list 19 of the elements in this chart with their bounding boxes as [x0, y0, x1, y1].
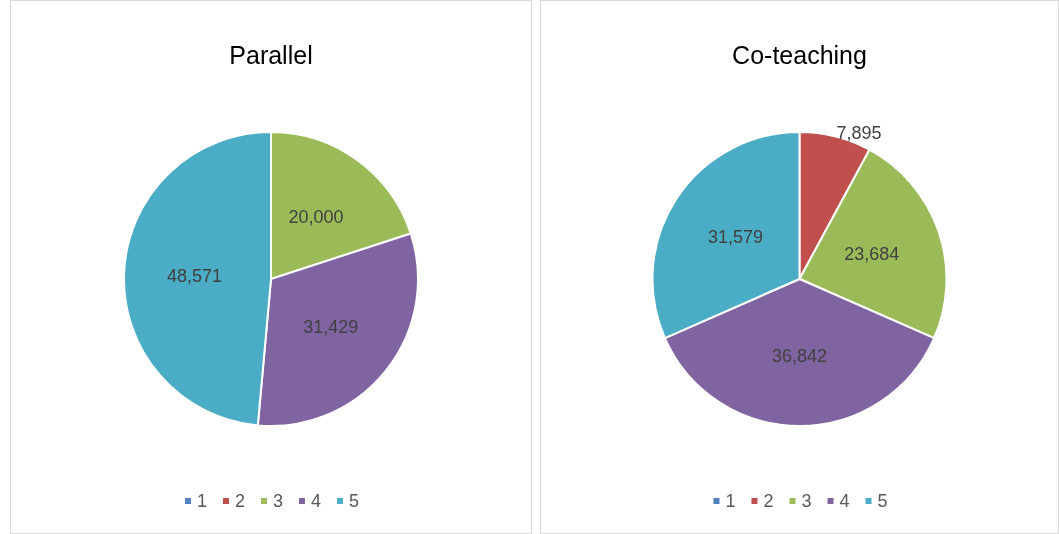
data-label: 23,684 [844, 244, 900, 265]
legend-label: 4 [311, 491, 322, 511]
legend-label: 1 [196, 491, 207, 511]
chart-title: Co-teaching [732, 40, 867, 69]
data-label: 31,579 [707, 227, 763, 248]
legend-label: 1 [725, 491, 736, 511]
legend-label: 3 [801, 491, 812, 511]
legend-label: 5 [349, 491, 360, 511]
legend-label: 2 [234, 491, 245, 511]
legend-label: 3 [272, 491, 284, 511]
data-label: 36,842 [771, 345, 828, 366]
data-label: 7,895 [836, 122, 882, 143]
legend-label: 2 [763, 491, 774, 511]
legend-label: 4 [839, 491, 850, 511]
chart-title: Parallel [229, 40, 313, 69]
legend-label: 5 [877, 491, 888, 511]
data-label: 31,429 [303, 316, 359, 337]
data-label: 48,571 [167, 265, 223, 286]
data-label: 20,000 [288, 207, 344, 228]
